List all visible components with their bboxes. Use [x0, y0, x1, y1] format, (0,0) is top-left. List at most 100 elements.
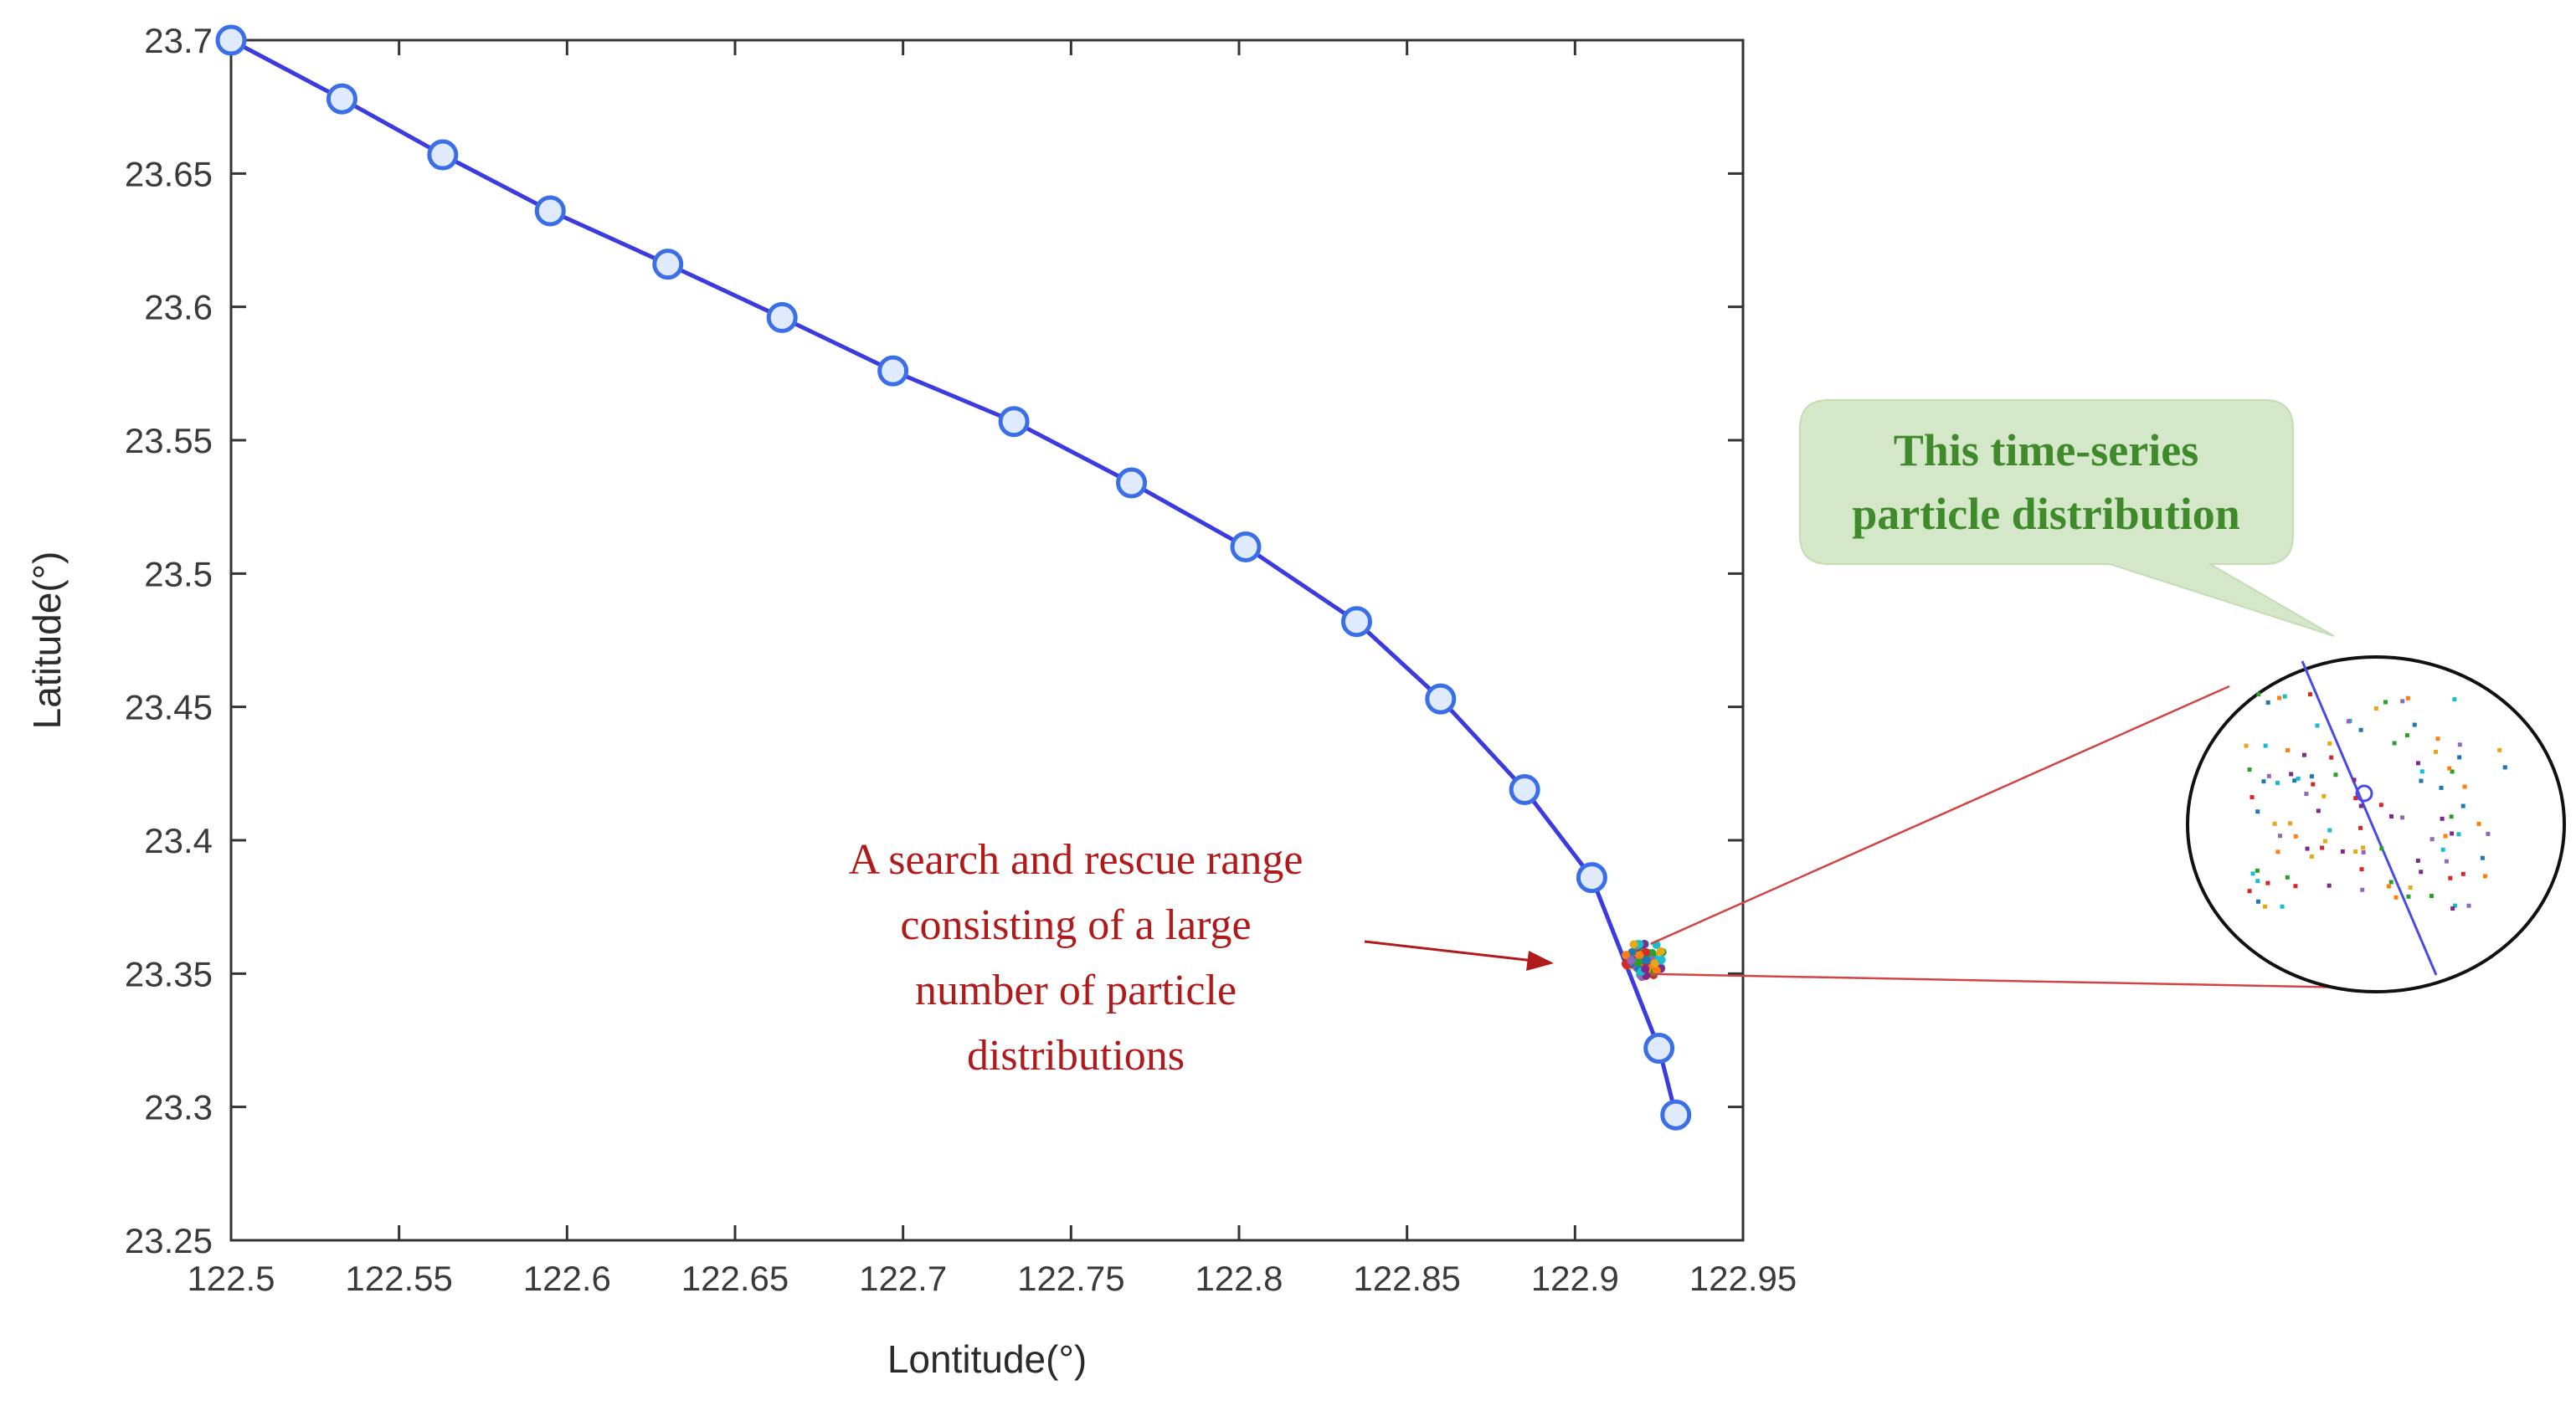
zoom-particle: [2282, 694, 2287, 699]
y-tick-label: 23.65: [125, 154, 213, 193]
data-point: [1340, 606, 1372, 638]
particle-cluster: [1621, 940, 1667, 982]
data-point: [1230, 531, 1262, 562]
y-axis-label: Latitude(°): [25, 552, 69, 730]
data-point: [1425, 683, 1457, 715]
zoom-particle: [2285, 875, 2290, 880]
callout-line: This time-series: [1894, 425, 2198, 475]
zoom-particle: [2250, 795, 2255, 800]
zoom-particle: [2378, 803, 2383, 808]
zoom-particle: [2256, 692, 2261, 697]
zoom-particle: [2400, 699, 2405, 704]
zoom-particle: [2361, 849, 2366, 854]
y-tick-label: 23.25: [125, 1221, 213, 1260]
x-axis-label: Lontitude(°): [887, 1337, 1087, 1381]
zoom-particle: [2280, 904, 2285, 909]
data-point: [1576, 862, 1607, 894]
zoom-particle: [2429, 837, 2435, 842]
zoom-particle: [2386, 884, 2391, 889]
zoom-particle: [2353, 849, 2358, 854]
zoom-particle: [2456, 832, 2461, 837]
y-tick-label: 23.3: [144, 1088, 213, 1127]
zoom-particle: [2415, 858, 2420, 863]
zoom-particle: [2462, 784, 2467, 789]
y-tick-label: 23.55: [125, 421, 213, 460]
zoom-particle: [2450, 906, 2455, 911]
y-tick-label: 23.5: [144, 554, 213, 593]
zoom-particle: [2329, 755, 2334, 760]
zoom-particle: [2289, 772, 2294, 777]
zoom-particle: [2466, 903, 2471, 908]
zoom-particle: [2400, 815, 2405, 820]
annotation-line: consisting of a large: [900, 901, 1251, 949]
zoom-particle: [2447, 766, 2452, 771]
zoom-particle: [2305, 846, 2310, 851]
y-tick-label: 23.45: [125, 688, 213, 727]
x-tick-label: 122.65: [681, 1259, 789, 1298]
zoom-particle: [2311, 782, 2316, 787]
zoom-particle: [2457, 742, 2462, 747]
zoom-particle: [2250, 871, 2255, 876]
zoom-particle: [2358, 803, 2363, 808]
zoom-particle: [2439, 785, 2444, 790]
particle: [1629, 940, 1638, 949]
zoom-particle: [2352, 777, 2357, 783]
zoom-track-line: [2301, 660, 2438, 976]
zoom-particle: [2486, 831, 2491, 836]
y-tick-label: 23.6: [144, 288, 213, 327]
zoom-particle: [2275, 780, 2280, 785]
zoom-particle: [2482, 874, 2487, 879]
x-tick-label: 122.5: [187, 1259, 275, 1298]
search-range-annotation: A search and rescue range consisting of a…: [849, 836, 1554, 1080]
zoom-particle: [2327, 741, 2332, 746]
zoom-particle: [2266, 773, 2271, 778]
zoom-particle: [2255, 868, 2260, 873]
x-tick-label: 122.85: [1353, 1259, 1460, 1298]
zoom-particle: [2307, 692, 2312, 697]
zoom-particle: [2255, 879, 2260, 884]
zoom-particle: [2405, 695, 2410, 700]
zoom-particle: [2247, 767, 2252, 772]
zoom-particle: [2415, 761, 2420, 766]
zoom-particle: [2358, 727, 2363, 732]
zoom-particle: [2419, 778, 2424, 783]
particle: [1635, 951, 1644, 960]
data-point: [998, 406, 1030, 438]
callout-bubble: This time-series particle distribution: [1799, 399, 2335, 637]
callout-shape: [1799, 399, 2335, 637]
zoom-particle: [2388, 813, 2393, 818]
zoom-particle: [2293, 834, 2298, 839]
zoom-particle: [2263, 904, 2268, 909]
zoom-particle: [2255, 899, 2260, 904]
zoom-particle: [2379, 846, 2384, 851]
y-tick-label: 23.7: [144, 21, 213, 60]
y-tick-label: 23.4: [144, 821, 213, 860]
data-point: [766, 301, 798, 333]
y-tick-label: 23.35: [125, 954, 213, 993]
zoom-particle: [2406, 894, 2411, 899]
x-tick-label: 122.55: [345, 1259, 452, 1298]
zoom-particle: [2457, 755, 2462, 760]
zoom-particle: [2404, 733, 2409, 738]
zoom-particle: [2255, 809, 2260, 814]
zoom-particle: [2244, 743, 2249, 748]
zoom-particle: [2277, 834, 2282, 839]
zoom-particle: [2321, 793, 2327, 798]
zoom-particle: [2388, 880, 2393, 885]
zoom-particle: [2440, 847, 2445, 852]
x-tick-label: 122.75: [1017, 1259, 1124, 1298]
data-point: [1660, 1099, 1692, 1131]
zoom-particle: [2333, 772, 2338, 777]
zoom-particle: [2320, 845, 2325, 850]
zoom-inset: [1650, 655, 2566, 993]
particle: [1650, 958, 1659, 967]
zoom-particle: [2497, 747, 2502, 752]
zoom-particle: [2392, 741, 2397, 746]
zoom-particle: [2440, 816, 2445, 821]
data-point: [427, 139, 459, 171]
zoom-particle: [2393, 895, 2399, 900]
zoom-particle: [2261, 779, 2266, 784]
zoom-particle: [2452, 697, 2457, 702]
zoom-particle: [2460, 803, 2465, 808]
